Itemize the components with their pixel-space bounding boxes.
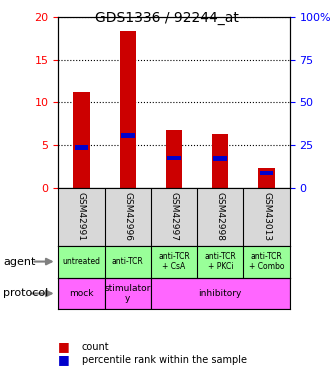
Text: untreated: untreated	[62, 257, 101, 266]
Text: mock: mock	[69, 289, 94, 298]
Text: percentile rank within the sample: percentile rank within the sample	[82, 355, 246, 365]
Bar	[58, 278, 105, 309]
Text: anti-TCR
+ Combo: anti-TCR + Combo	[249, 252, 284, 271]
Text: GDS1336 / 92244_at: GDS1336 / 92244_at	[95, 11, 238, 25]
Bar	[120, 30, 136, 188]
Bar	[167, 156, 181, 160]
Text: GSM42997: GSM42997	[169, 192, 178, 241]
Bar	[151, 278, 290, 309]
Text: agent: agent	[3, 256, 36, 267]
Bar	[213, 156, 227, 160]
Bar	[260, 171, 273, 175]
Text: ■: ■	[58, 340, 70, 353]
Bar	[105, 278, 151, 309]
Text: GSM43013: GSM43013	[262, 192, 271, 241]
Text: inhibitory: inhibitory	[198, 289, 242, 298]
Bar	[121, 134, 135, 138]
Text: stimulator
y: stimulator y	[105, 284, 151, 303]
Text: GSM42996: GSM42996	[123, 192, 132, 241]
Bar	[258, 168, 275, 188]
Bar	[212, 134, 228, 188]
Text: protocol: protocol	[3, 288, 49, 298]
Bar	[166, 130, 182, 188]
Bar	[75, 145, 88, 150]
Text: GSM42998: GSM42998	[216, 192, 225, 241]
Text: GSM42991: GSM42991	[77, 192, 86, 241]
Text: anti-TCR
+ PKCi: anti-TCR + PKCi	[204, 252, 236, 271]
Text: count: count	[82, 342, 109, 352]
Text: anti-TCR
+ CsA: anti-TCR + CsA	[158, 252, 190, 271]
Text: ■: ■	[58, 354, 70, 366]
Bar	[73, 92, 90, 188]
Text: anti-TCR: anti-TCR	[112, 257, 144, 266]
